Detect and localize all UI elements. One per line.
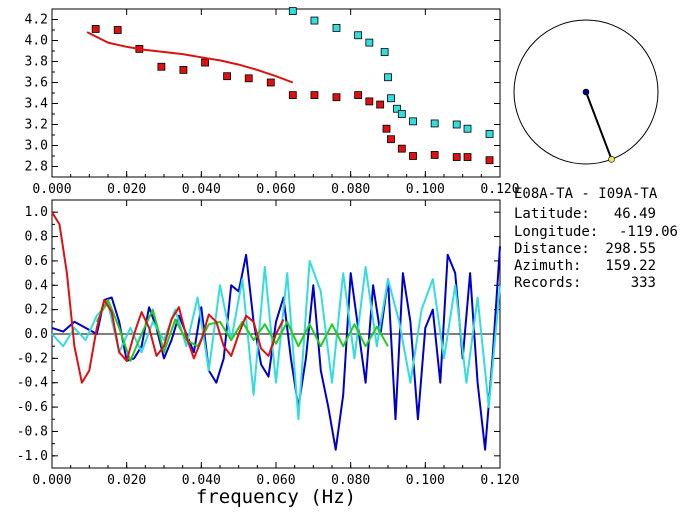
top-series-1-point <box>384 73 392 82</box>
bottom-y-tick-label: -0.4 <box>17 376 48 391</box>
top-y-tick-label: 4.0 <box>25 34 48 49</box>
station-pair-title: E08A-TA - I09A-TA <box>514 186 658 202</box>
top-series-0-point <box>244 74 253 83</box>
bottom-y-tick-label: -0.6 <box>17 400 48 415</box>
bottom-y-tick-label: 0.2 <box>25 303 48 318</box>
bottom-x-tick-label: 0.040 <box>182 473 221 488</box>
top-series-0-point <box>91 25 100 33</box>
bottom-y-tick-label: -0.8 <box>17 424 48 439</box>
top-y-tick-label: 3.4 <box>25 97 49 112</box>
top-series-0-point <box>463 153 472 161</box>
top-series-0-point <box>376 100 385 109</box>
top-series-1-point <box>463 124 472 133</box>
top-series-0-point <box>387 135 395 144</box>
top-series-2-line <box>86 31 294 84</box>
top-x-tick-label: 0.020 <box>107 182 146 197</box>
bottom-y-tick-label: -0.2 <box>17 351 48 366</box>
top-y-tick-label: 3.2 <box>25 118 48 133</box>
bottom-series-0-line <box>51 246 501 451</box>
top-series-0-point <box>365 97 374 106</box>
top-y-tick-label: 2.8 <box>25 160 48 175</box>
bottom-y-tick-label: 0.8 <box>25 230 48 245</box>
top-series-1-point <box>485 130 494 138</box>
bottom-plot: 0.000 0.020 0.040 0.060 0.080 0.100 0.120 1.0 0.… <box>17 199 520 488</box>
top-series-0-point <box>113 26 122 34</box>
bottom-y-tick-label: 1.0 <box>25 205 48 220</box>
bottom-x-tick-label: 0.080 <box>331 473 370 488</box>
top-series-0-point <box>157 62 166 71</box>
top-series-1-point <box>365 38 374 47</box>
top-series-1-point <box>452 120 461 129</box>
records-label: Records: <box>514 275 581 291</box>
bottom-x-tick-label: 0.100 <box>406 473 445 488</box>
top-series-0-point <box>354 91 363 99</box>
top-series-0-point <box>310 91 319 99</box>
bottom-x-tick-label: 0.000 <box>32 473 71 488</box>
bottom-y-tick-label: -1.0 <box>17 449 48 464</box>
bottom-x-tick-label: 0.060 <box>256 473 295 488</box>
latitude-value: 46.49 <box>614 206 656 222</box>
top-x-tick-label: 0.000 <box>32 182 71 197</box>
top-x-tick-label: 0.060 <box>256 182 295 197</box>
top-y-tick-label: 3.8 <box>25 55 48 70</box>
bottom-series-3-line <box>51 211 285 384</box>
azimuth-dial <box>513 19 659 165</box>
top-series-0-point <box>332 93 341 102</box>
distance-label: Distance: <box>514 241 590 257</box>
records-value: 333 <box>631 275 656 291</box>
top-series-0-point <box>409 152 417 160</box>
top-series-0-point <box>430 151 439 159</box>
top-series-1-point <box>393 104 401 113</box>
latitude-label: Latitude: <box>514 206 590 222</box>
station-origin-dot <box>582 88 590 96</box>
longitude-value: -119.06 <box>619 224 678 240</box>
top-y-tick-label: 3.6 <box>25 76 48 91</box>
top-series-0-point <box>452 153 461 161</box>
x-axis-label: frequency (Hz) <box>196 486 356 508</box>
top-series-0-point <box>223 72 231 81</box>
top-series-1-point <box>409 117 417 126</box>
top-plot: 0.000 0.020 0.040 0.060 0.080 0.100 0.120 2.8 3.… <box>25 7 520 197</box>
station-info-panel: E08A-TA - I09A-TA Latitude: 46.49 Longit… <box>514 186 678 291</box>
top-series-0-point <box>179 66 188 74</box>
top-series-1-point <box>354 31 363 40</box>
top-series-0-point <box>397 144 406 153</box>
dial-circle <box>513 19 659 165</box>
top-y-tick-label: 3.0 <box>25 139 48 154</box>
bottom-y-tick-label: 0.0 <box>25 327 48 342</box>
longitude-label: Longitude: <box>514 224 598 240</box>
top-series-1-point <box>310 16 319 25</box>
top-series-0-point <box>266 78 275 87</box>
top-series-1-point <box>430 119 439 128</box>
top-series-0-point <box>288 91 297 99</box>
top-series-1-point <box>288 7 297 15</box>
top-series-1-point <box>387 94 395 103</box>
bottom-y-tick-label: 0.6 <box>25 254 48 269</box>
station-target-dot <box>608 156 615 163</box>
top-x-tick-label: 0.040 <box>182 182 221 197</box>
top-series-0-point <box>485 156 494 165</box>
distance-value: 298.55 <box>605 241 656 257</box>
bottom-y-tick-label: 0.4 <box>25 278 49 293</box>
azimuth-needle <box>585 91 613 160</box>
top-series-0-point <box>201 58 209 67</box>
bottom-series-2-line <box>95 298 389 362</box>
top-x-tick-label: 0.080 <box>331 182 370 197</box>
azimuth-label: Azimuth: <box>514 258 581 274</box>
top-x-tick-label: 0.100 <box>406 182 445 197</box>
bottom-x-tick-label: 0.120 <box>480 473 519 488</box>
top-series-0-point <box>382 124 391 133</box>
top-series-1-point <box>332 23 341 32</box>
bottom-x-tick-label: 0.020 <box>107 473 146 488</box>
top-x-tick-label: 0.120 <box>480 182 519 197</box>
azimuth-value: 159.22 <box>605 258 656 274</box>
top-series-1-point <box>397 110 406 118</box>
top-series-1-point <box>380 48 389 56</box>
top-y-tick-label: 4.2 <box>25 13 48 28</box>
bottom-series-1-line <box>51 259 501 421</box>
